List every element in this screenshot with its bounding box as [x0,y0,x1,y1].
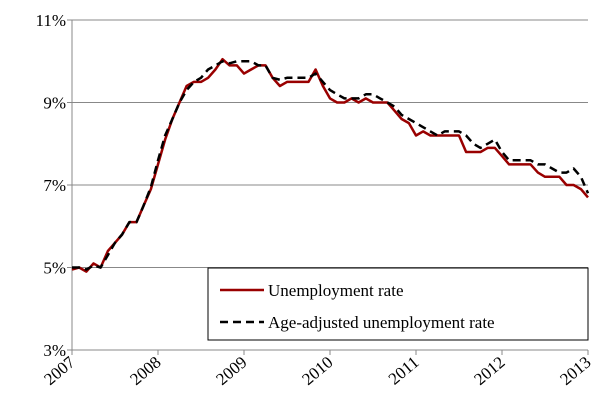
series-line [71,57,589,273]
x-tick-label: 2013 [556,353,592,389]
legend-box [207,267,589,341]
y-tick-label: 3% [43,341,66,360]
y-tick-label: 7% [43,176,66,195]
legend-label: Unemployment rate [268,281,404,300]
y-tick-label: 5% [43,259,66,278]
x-tick-label: 2010 [298,353,336,389]
legend-label: Age-adjusted unemployment rate [268,313,495,332]
x-tick-label: 2011 [385,353,423,389]
x-tick-label: 2012 [470,353,508,389]
y-tick-label: 11% [35,11,66,30]
x-tick-label: 2008 [126,353,164,389]
x-tick-label: 2009 [212,353,250,389]
y-tick-label: 9% [43,94,66,113]
series-line [72,60,590,271]
